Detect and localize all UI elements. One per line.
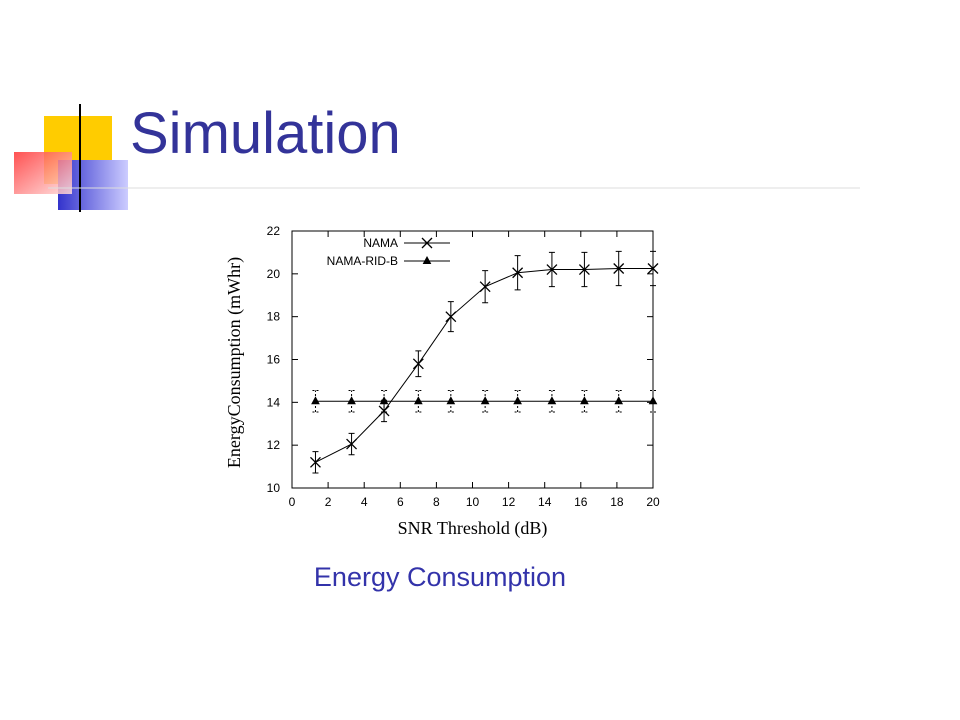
slide-caption: Energy Consumption — [313, 562, 567, 592]
error-bar — [312, 390, 319, 413]
legend-label: NAMA — [363, 236, 398, 250]
marker — [546, 264, 558, 276]
error-bar — [348, 390, 355, 413]
x-tick-label: 4 — [361, 495, 368, 509]
x-axis-label: SNR Threshold (dB) — [398, 518, 548, 539]
y-tick-label: 16 — [267, 353, 281, 367]
error-bar — [548, 390, 555, 413]
error-bar — [381, 390, 388, 413]
y-tick-label: 20 — [267, 267, 281, 281]
x-tick-label: 0 — [289, 495, 296, 509]
marker — [513, 396, 522, 405]
marker — [580, 396, 589, 405]
x-tick-label: 14 — [538, 495, 552, 509]
legend-label: NAMA-RID-B — [327, 254, 398, 268]
marker — [480, 396, 490, 405]
series-line — [315, 267, 653, 463]
y-tick-label: 22 — [267, 224, 281, 238]
marker — [512, 267, 524, 279]
x-tick-label: 18 — [610, 495, 624, 509]
marker — [647, 263, 659, 274]
marker — [412, 358, 424, 370]
marker — [648, 396, 658, 405]
x-tick-label: 10 — [466, 495, 480, 509]
marker — [347, 396, 356, 405]
y-axis-label: EnergyConsumption (mWhr) — [224, 257, 245, 468]
x-tick-label: 2 — [325, 495, 332, 509]
error-bar — [482, 390, 489, 413]
marker — [578, 264, 590, 276]
marker — [379, 396, 389, 405]
error-bar — [447, 390, 454, 413]
deco-red — [14, 152, 72, 194]
error-bar — [514, 390, 521, 413]
marker — [479, 281, 491, 293]
marker — [421, 237, 433, 249]
marker — [614, 396, 624, 405]
x-tick-label: 8 — [433, 495, 440, 509]
marker — [422, 255, 432, 264]
marker — [310, 456, 321, 468]
marker — [414, 396, 423, 405]
x-tick-label: 6 — [397, 495, 404, 509]
x-tick-label: 20 — [646, 495, 660, 509]
error-bar — [615, 390, 622, 413]
y-tick-label: 12 — [267, 438, 281, 452]
error-bar — [415, 390, 422, 413]
y-tick-label: 14 — [267, 395, 281, 409]
marker — [446, 396, 456, 405]
marker — [613, 263, 625, 274]
y-tick-label: 10 — [267, 481, 281, 495]
marker — [311, 396, 320, 405]
marker — [445, 311, 457, 323]
slide-title: Simulation — [130, 101, 401, 166]
marker — [346, 438, 358, 450]
x-tick-label: 12 — [502, 495, 516, 509]
error-bar — [650, 390, 656, 413]
y-tick-label: 18 — [267, 310, 281, 324]
x-tick-label: 16 — [574, 495, 588, 509]
error-bar — [581, 390, 588, 413]
marker — [547, 396, 557, 405]
